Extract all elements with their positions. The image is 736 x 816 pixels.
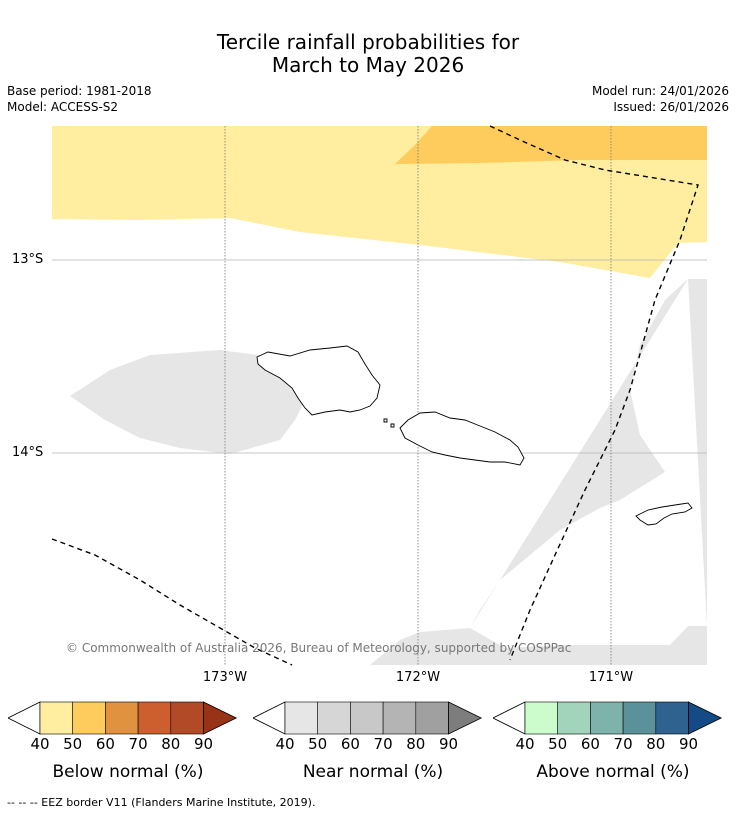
- colorbar-segment: [39, 701, 74, 735]
- colorbar-segment: [524, 701, 559, 735]
- colorbar-tick: 50: [308, 735, 328, 753]
- apolima-island: [390, 423, 395, 428]
- colorbar-segment: [170, 701, 204, 735]
- meta-left: Base period: 1981-2018 Model: ACCESS-S2: [7, 83, 152, 115]
- gridlines: [52, 259, 707, 454]
- colorbar-segment: [415, 701, 449, 735]
- colorbar-under-arrow: [8, 701, 41, 735]
- colorbar-under-arrow: [253, 701, 286, 735]
- colorbar-label: Below normal (%): [52, 762, 204, 782]
- copyright-notice: © Commonwealth of Australia 2026, Bureau…: [66, 641, 572, 655]
- colorbar-segment: [317, 701, 351, 735]
- colorbar-segment: [655, 701, 689, 735]
- colorbar-label: Near normal (%): [302, 762, 444, 782]
- colorbar-segment: [590, 701, 624, 735]
- issued-date: Issued: 26/01/2026: [613, 100, 729, 114]
- lon-label-173w: 173°W: [202, 670, 248, 685]
- colorbar-tick: 40: [515, 735, 535, 753]
- colorbar-below: [8, 700, 248, 800]
- lat-label-14s: 14°S: [12, 445, 44, 460]
- colorbar-label: Above normal (%): [536, 762, 690, 782]
- colorbar-segment: [284, 701, 319, 735]
- lat-label-13s: 13°S: [12, 252, 44, 267]
- meta-right: Model run: 24/01/2026 Issued: 26/01/2026: [592, 83, 729, 115]
- colorbar-near: [253, 700, 493, 800]
- colorbar-tick: 70: [373, 735, 393, 753]
- colorbar-tick: 50: [548, 735, 568, 753]
- colorbar-tick: 90: [678, 735, 699, 753]
- islands: [256, 345, 693, 526]
- map-title: Tercile rainfall probabilities for March…: [0, 31, 736, 77]
- title-line-2: March to May 2026: [271, 53, 465, 77]
- colorbar-tick: 60: [95, 735, 115, 753]
- lon-label-171w: 171°W: [588, 670, 634, 685]
- colorbar-segment: [105, 701, 139, 735]
- lon-label-172w: 172°W: [395, 670, 441, 685]
- model-name: Model: ACCESS-S2: [7, 100, 119, 114]
- colorbar-tick: 70: [128, 735, 148, 753]
- tutuila-island: [635, 502, 693, 526]
- colorbar-segment: [350, 701, 384, 735]
- eez-legend-note: -- -- -- EEZ border V11 (Flanders Marine…: [7, 796, 316, 809]
- colorbar-segment: [382, 701, 417, 735]
- colorbar-tick: 60: [340, 735, 360, 753]
- colorbar-tick: 50: [63, 735, 83, 753]
- colorbar-tick: 90: [193, 735, 214, 753]
- colorbar-tick: 80: [161, 735, 181, 753]
- colorbar-tick: 60: [580, 735, 600, 753]
- upolu-island: [399, 411, 525, 466]
- region-below-40-50: [52, 126, 707, 278]
- colorbar-under-arrow: [493, 701, 526, 735]
- colorbar-tick: 90: [438, 735, 459, 753]
- colorbar-tick: 70: [613, 735, 633, 753]
- colorbar-segment: [557, 701, 591, 735]
- colorbar-over-arrow: [688, 701, 723, 735]
- colorbar-over-arrow: [203, 701, 238, 735]
- region-near-east: [370, 279, 707, 665]
- region-near-west: [70, 350, 305, 454]
- eez-border: [51, 125, 699, 666]
- colorbar-tick: 80: [406, 735, 426, 753]
- savaii-island: [256, 345, 381, 416]
- colorbar-tick: 40: [275, 735, 295, 753]
- title-line-1: Tercile rainfall probabilities for: [216, 30, 520, 54]
- map-panel: [51, 125, 707, 666]
- colorbar-above: [493, 700, 733, 800]
- manono-island: [383, 418, 388, 423]
- region-below-50-60: [395, 126, 707, 164]
- colorbar-segment: [72, 701, 106, 735]
- colorbar-tick: 80: [646, 735, 666, 753]
- colorbar-segment: [137, 701, 172, 735]
- model-run: Model run: 24/01/2026: [591, 84, 729, 98]
- base-period: Base period: 1981-2018: [7, 84, 152, 98]
- colorbar-tick: 40: [30, 735, 50, 753]
- colorbar-over-arrow: [448, 701, 483, 735]
- colorbar-segment: [622, 701, 657, 735]
